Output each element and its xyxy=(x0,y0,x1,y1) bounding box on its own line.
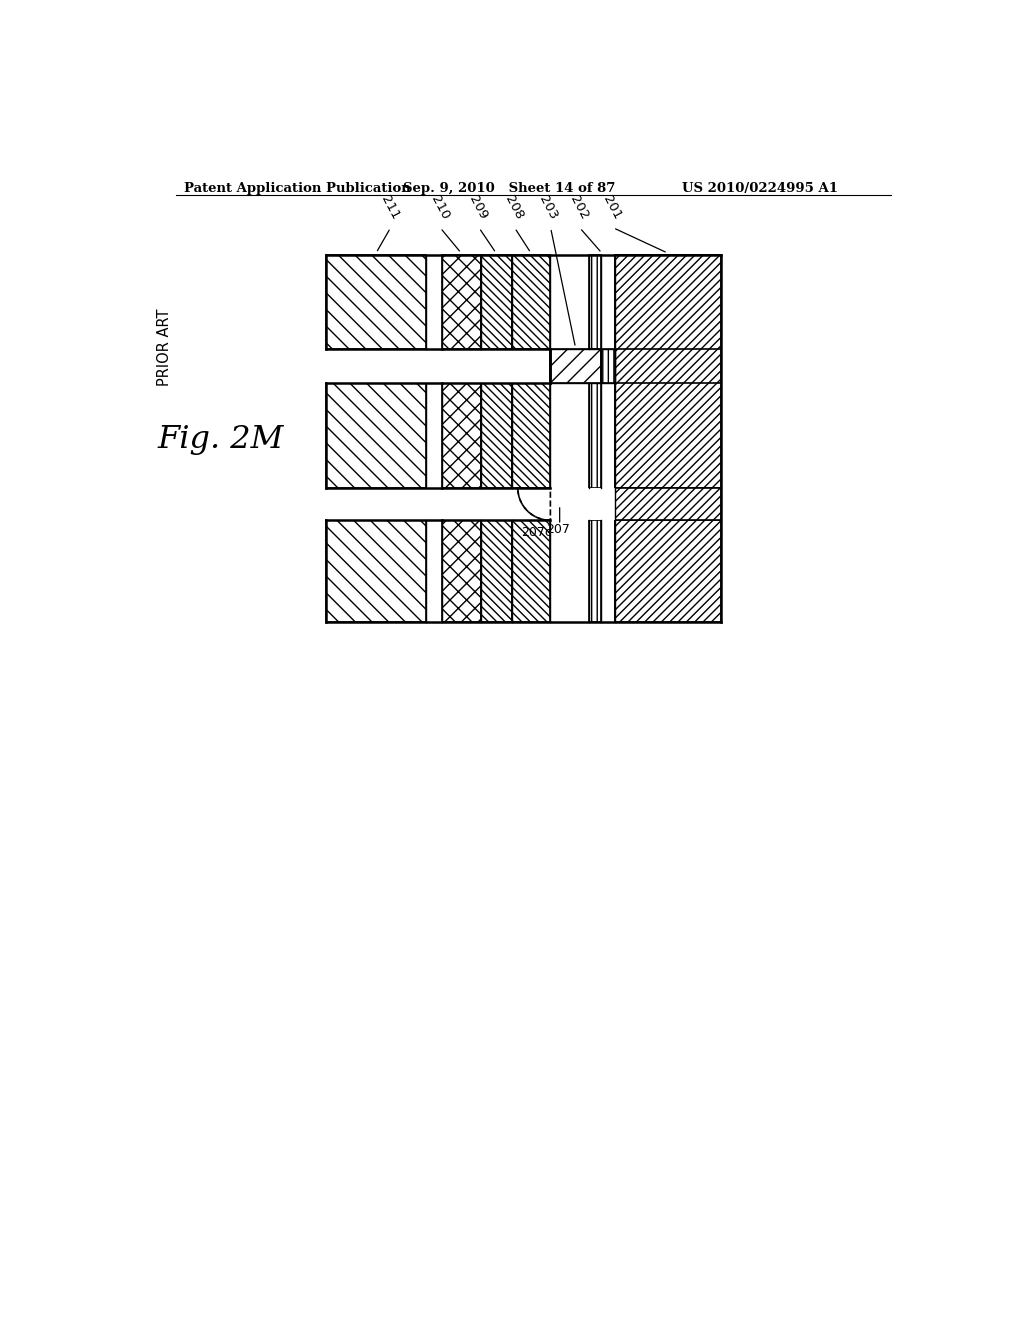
Bar xyxy=(614,255,721,350)
Bar xyxy=(426,383,442,488)
Bar xyxy=(589,383,601,488)
Bar xyxy=(512,255,550,350)
Bar xyxy=(480,383,512,488)
Bar xyxy=(550,488,614,520)
Bar xyxy=(326,520,426,622)
Bar xyxy=(480,520,512,622)
Bar xyxy=(442,520,480,622)
Bar xyxy=(512,520,550,622)
Text: 201: 201 xyxy=(601,193,624,222)
Bar xyxy=(601,350,614,383)
Text: 209: 209 xyxy=(467,193,489,222)
Bar xyxy=(426,520,442,622)
Text: Fig. 2M: Fig. 2M xyxy=(158,424,284,455)
Bar xyxy=(326,488,614,520)
Bar xyxy=(589,520,601,622)
Text: US 2010/0224995 A1: US 2010/0224995 A1 xyxy=(682,182,838,194)
Text: 202: 202 xyxy=(567,193,591,222)
Bar xyxy=(614,383,721,488)
Bar xyxy=(442,255,480,350)
Bar xyxy=(426,255,442,350)
Text: 207c: 207c xyxy=(521,527,552,540)
Bar xyxy=(480,255,512,350)
Text: Sep. 9, 2010   Sheet 14 of 87: Sep. 9, 2010 Sheet 14 of 87 xyxy=(403,182,615,194)
Text: 207: 207 xyxy=(547,524,570,536)
Polygon shape xyxy=(518,488,550,520)
Bar xyxy=(614,488,721,520)
Bar xyxy=(614,255,721,622)
Text: 208: 208 xyxy=(503,193,525,222)
Bar xyxy=(442,383,480,488)
Text: 203: 203 xyxy=(537,193,560,222)
Text: PRIOR ART: PRIOR ART xyxy=(158,309,172,385)
Text: Patent Application Publication: Patent Application Publication xyxy=(183,182,411,194)
Bar xyxy=(589,255,601,350)
Text: 211: 211 xyxy=(378,193,401,222)
Bar xyxy=(614,520,721,622)
Bar xyxy=(326,350,550,383)
Bar xyxy=(326,383,426,488)
Text: 210: 210 xyxy=(428,193,452,222)
Bar xyxy=(512,383,550,488)
Bar xyxy=(326,255,426,350)
Bar xyxy=(550,350,601,383)
